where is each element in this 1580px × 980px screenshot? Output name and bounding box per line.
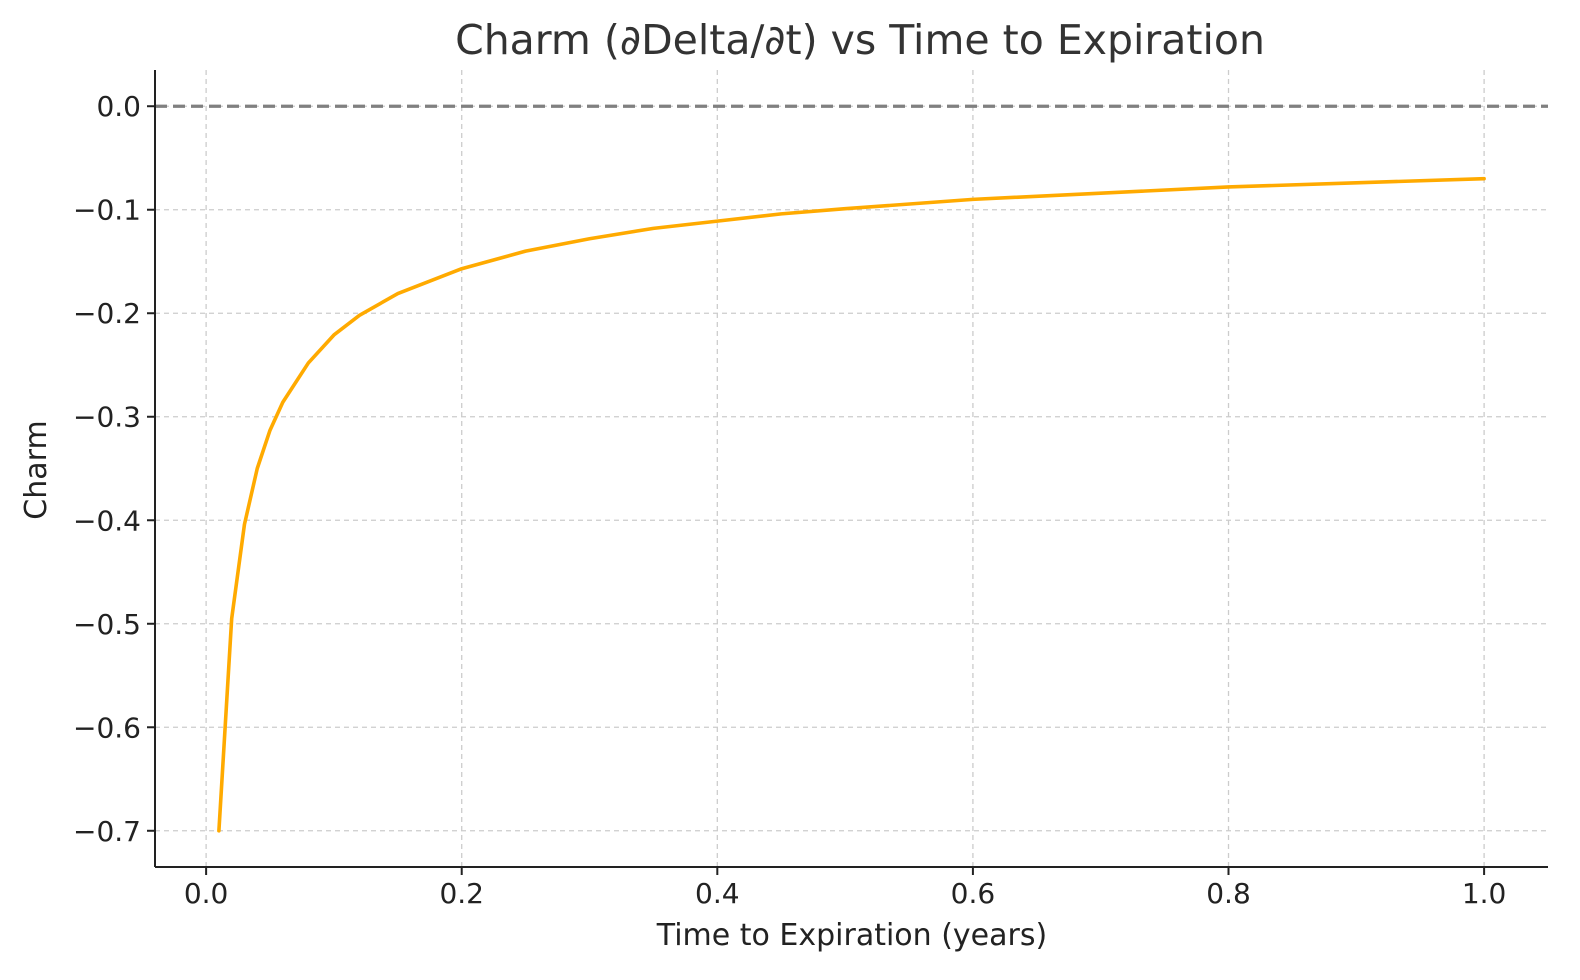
x-tick-label-2: 0.4	[695, 877, 740, 910]
x-tick-label-3: 0.6	[951, 877, 996, 910]
charm-series-line-0	[217, 176, 1486, 833]
x-tick-label-5: 1.0	[1462, 877, 1507, 910]
x-ticks: 0.0 0.2 0.4 0.6 0.8 1.0	[184, 867, 1507, 910]
x-tick-label-4: 0.8	[1206, 877, 1251, 910]
chart-title: Charm (∂Delta/∂t) vs Time to Expiration	[455, 16, 1265, 64]
axes-group	[154, 70, 1548, 868]
y-tick-label-7: −0.7	[73, 815, 141, 848]
y-tick-label-3: −0.3	[73, 401, 141, 434]
y-axis-label: Charm	[19, 420, 54, 519]
y-tick-label-2: −0.2	[73, 297, 141, 330]
y-tick-label-6: −0.6	[73, 711, 141, 744]
y-tick-label-0: 0.0	[96, 90, 141, 123]
x-tick-label-1: 0.2	[439, 877, 484, 910]
series-group	[217, 176, 1486, 833]
grid-lines	[155, 70, 1548, 867]
x-axis-label: Time to Expiration (years)	[656, 918, 1047, 953]
y-ticks: 0.0 −0.1 −0.2 −0.3 −0.4 −0.5 −0.6 −0.7	[73, 90, 155, 848]
y-tick-label-5: −0.5	[73, 608, 141, 641]
y-tick-label-1: −0.1	[73, 194, 141, 227]
y-tick-label-4: −0.4	[73, 504, 141, 537]
x-tick-label-0: 0.0	[184, 877, 229, 910]
